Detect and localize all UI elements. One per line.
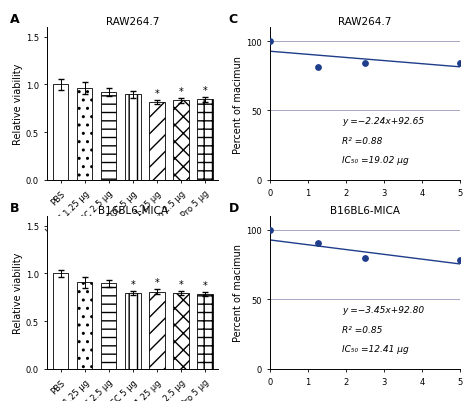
Point <box>361 61 369 67</box>
Text: *: * <box>178 87 183 97</box>
Point <box>314 64 321 71</box>
Point <box>456 257 464 263</box>
Text: *: * <box>155 89 159 99</box>
Bar <box>125 95 140 180</box>
Point <box>361 255 369 262</box>
Text: IC₅₀ =12.41 μg: IC₅₀ =12.41 μg <box>342 344 409 354</box>
Text: y =−2.24x+92.65: y =−2.24x+92.65 <box>342 116 424 126</box>
Bar <box>149 103 164 180</box>
Text: *: * <box>202 280 207 290</box>
Bar <box>77 283 92 369</box>
Text: D: D <box>228 201 239 214</box>
Title: RAW264.7: RAW264.7 <box>106 17 159 27</box>
Text: A: A <box>10 13 19 26</box>
Text: y =−3.45x+92.80: y =−3.45x+92.80 <box>342 305 424 314</box>
Bar <box>101 284 117 369</box>
Bar <box>197 100 213 180</box>
Bar <box>197 294 213 369</box>
Point <box>314 240 321 247</box>
Text: R² =0.88: R² =0.88 <box>342 136 383 145</box>
Y-axis label: Relative viability: Relative viability <box>13 252 23 333</box>
Point <box>456 60 464 67</box>
Bar <box>77 89 92 180</box>
Text: IC₅₀ =19.02 μg: IC₅₀ =19.02 μg <box>342 156 409 165</box>
Title: B16BL6-MICA: B16BL6-MICA <box>330 206 400 216</box>
Bar <box>149 292 164 369</box>
Bar <box>173 101 189 180</box>
Bar <box>173 293 189 369</box>
Bar <box>125 293 140 369</box>
Title: RAW264.7: RAW264.7 <box>338 17 392 27</box>
Bar <box>53 85 68 180</box>
Text: B: B <box>10 201 19 214</box>
Bar <box>101 93 117 180</box>
Text: *: * <box>155 277 159 287</box>
Text: *: * <box>130 279 135 289</box>
Y-axis label: Relative viability: Relative viability <box>13 64 23 145</box>
Text: C: C <box>228 13 237 26</box>
Point <box>266 227 274 234</box>
Text: *: * <box>178 279 183 289</box>
Bar <box>53 273 68 369</box>
Y-axis label: Percent of macimun: Percent of macimun <box>233 244 243 342</box>
Title: B16BL6-MICA: B16BL6-MICA <box>98 206 168 216</box>
Y-axis label: Percent of macimun: Percent of macimun <box>233 55 243 153</box>
Text: R² =0.85: R² =0.85 <box>342 325 383 334</box>
Text: *: * <box>202 86 207 96</box>
Point <box>266 39 274 45</box>
